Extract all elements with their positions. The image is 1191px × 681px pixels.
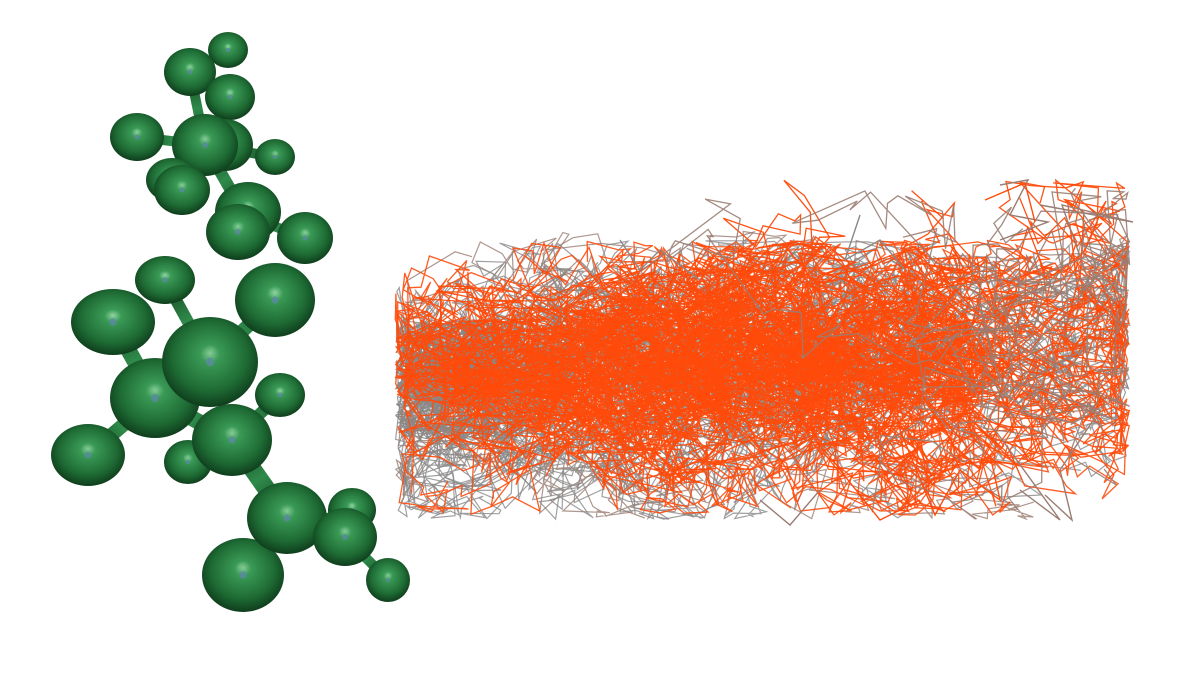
atom-core-marker — [202, 142, 208, 148]
trajectory-path — [994, 429, 1061, 521]
atom-core-marker — [179, 187, 185, 193]
atom-core-marker — [226, 48, 230, 52]
atom-core-marker — [283, 514, 291, 522]
atom-core-marker — [150, 393, 160, 403]
trajectory-path — [576, 293, 831, 508]
atom-core-marker — [205, 357, 215, 367]
molecule-upper — [110, 32, 333, 264]
trajectory-path — [395, 268, 590, 396]
trajectory-path — [992, 190, 1130, 321]
trajectory-path — [397, 242, 562, 480]
trajectory-path — [792, 263, 978, 470]
trajectory-path — [1009, 379, 1102, 523]
trajectory-path — [656, 190, 981, 401]
atom-core-marker — [277, 392, 283, 398]
trajectory-path — [724, 280, 945, 415]
trajectory-path — [399, 324, 531, 519]
trajectory-path — [984, 182, 1036, 223]
atom-core-marker — [109, 318, 117, 326]
trajectory-path — [774, 179, 1078, 370]
atom-core-marker — [228, 436, 236, 444]
molecule-lower — [51, 256, 410, 612]
trajectory-path — [774, 200, 989, 425]
trajectory-path — [651, 240, 869, 413]
trajectory-path — [473, 323, 720, 496]
atom-core-marker — [273, 155, 277, 159]
atom-core-marker — [134, 134, 140, 140]
trajectory-path — [905, 279, 1130, 442]
trajectory-path — [1039, 204, 1134, 286]
trajectory-path — [843, 275, 1075, 456]
atom-core-marker — [162, 277, 168, 283]
trajectory-path — [899, 429, 1002, 517]
atom-core-marker — [227, 94, 233, 100]
trajectory-path — [871, 255, 1130, 520]
trajectory-path — [839, 469, 921, 521]
atom-core-marker — [239, 571, 247, 579]
atom-core-marker — [271, 296, 279, 304]
atom-core-marker — [187, 69, 193, 75]
trajectory-path — [792, 190, 1069, 348]
trajectory-path — [608, 212, 901, 436]
atom-core-marker — [342, 534, 348, 540]
trajectory-path — [453, 257, 760, 411]
atom-core-marker — [386, 578, 390, 582]
trajectory-path — [814, 263, 977, 508]
atom-core-marker — [302, 235, 308, 241]
trajectory-path — [998, 178, 1131, 431]
trajectory-ensemble-panel — [394, 178, 1134, 526]
trajectory-path — [434, 268, 661, 433]
molecule-structure-panel — [51, 32, 410, 612]
trajectory-path — [619, 239, 701, 281]
trajectory-path — [843, 214, 906, 271]
atom-core-marker — [84, 451, 92, 459]
trajectory-path — [999, 179, 1051, 241]
trajectory-path — [859, 303, 1127, 513]
trajectory-path — [759, 489, 821, 526]
trajectory-path — [398, 284, 732, 514]
trajectory-path — [711, 265, 974, 520]
atom-core-marker — [235, 229, 241, 235]
trajectory-path — [550, 300, 928, 509]
atom-core-marker — [185, 459, 191, 465]
